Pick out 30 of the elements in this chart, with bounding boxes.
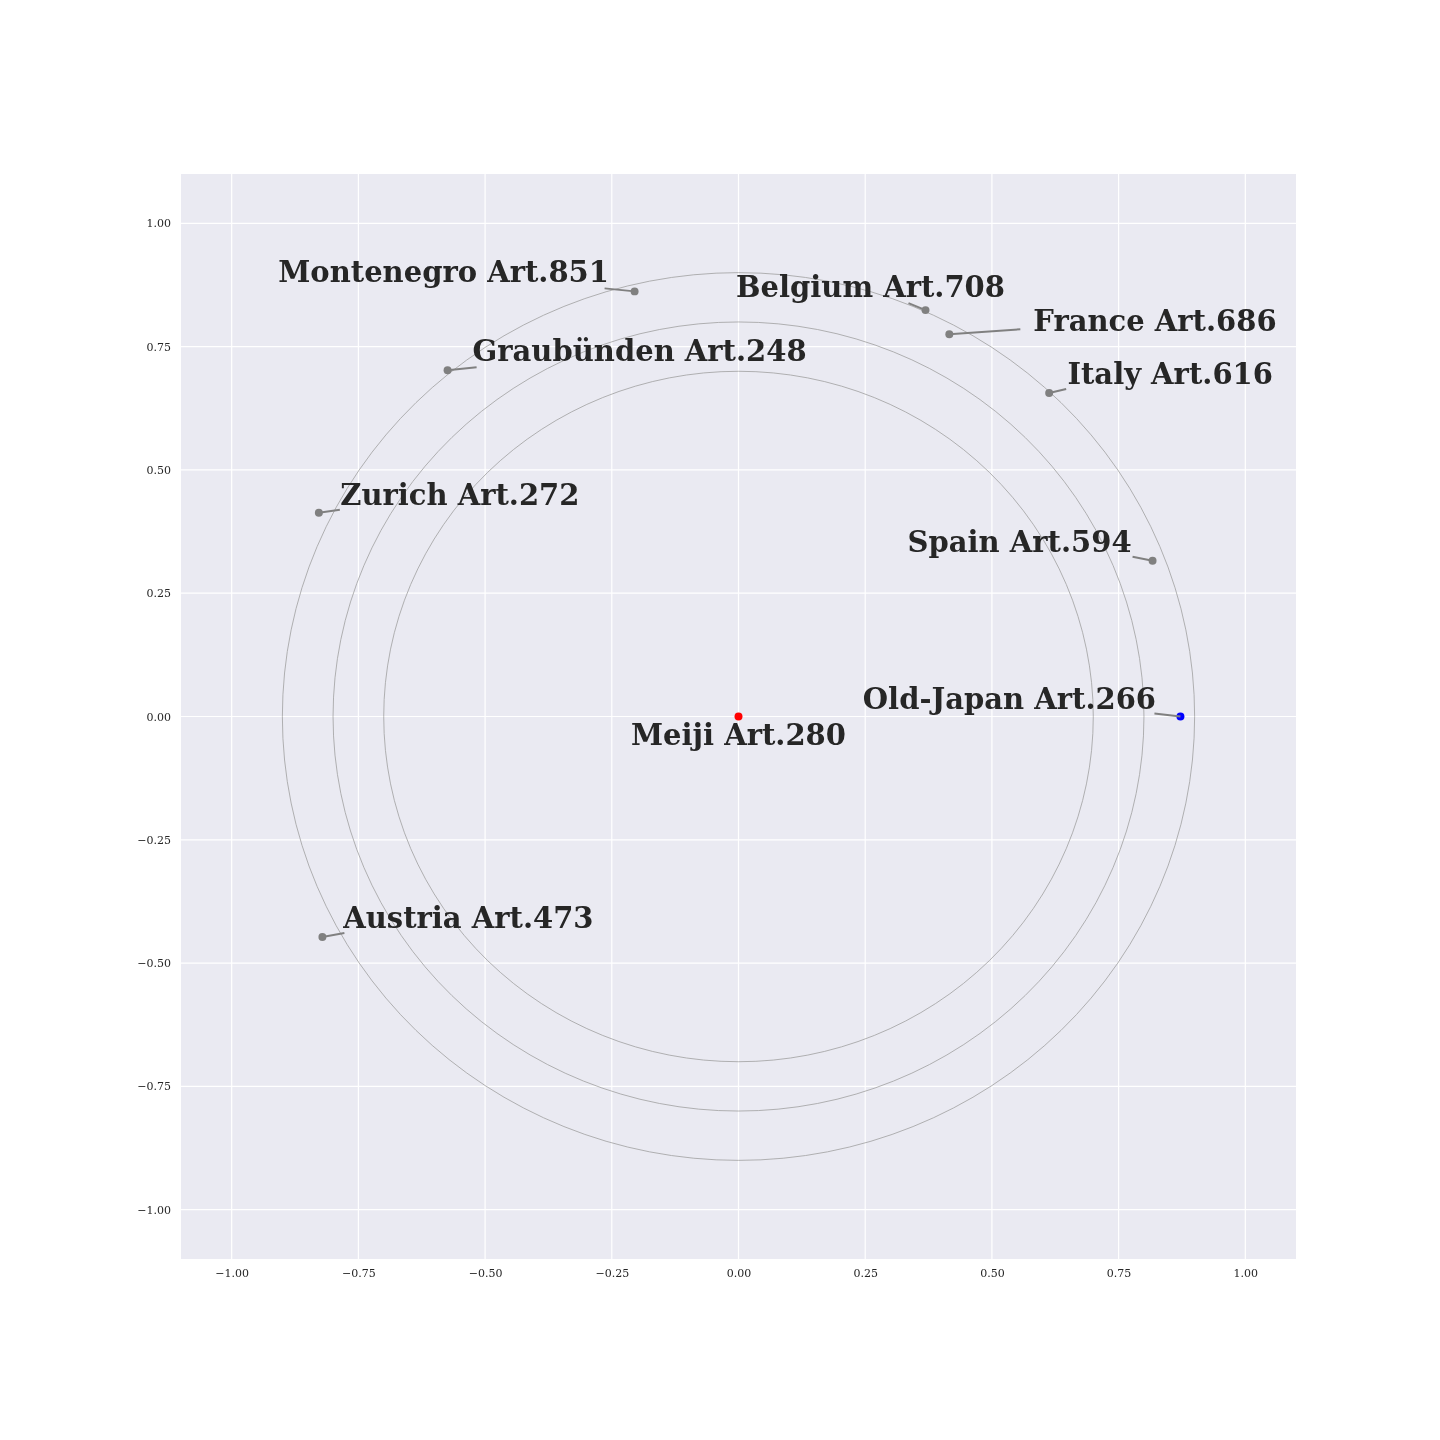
annotation: Montenegro Art.851 <box>278 255 609 290</box>
annotation: France Art.686 <box>1033 304 1277 339</box>
x-tick-label: 0.00 <box>726 1266 752 1280</box>
y-tick-label: 0.00 <box>146 710 171 724</box>
y-tick-label: −1.00 <box>137 1203 171 1217</box>
annotation: Belgium Art.708 <box>736 270 1005 305</box>
x-tick-label: −0.25 <box>595 1266 630 1280</box>
annotation: Graubünden Art.248 <box>472 334 807 369</box>
x-tick-label: 1.00 <box>1233 1266 1259 1280</box>
annotation: Meiji Art.280 <box>631 717 846 752</box>
annotation: Zurich Art.272 <box>340 477 580 512</box>
annotation: Spain Art.594 <box>907 524 1132 559</box>
x-tick-label: −1.00 <box>215 1266 250 1280</box>
y-tick-label: 0.75 <box>146 340 171 354</box>
annotation: Italy Art.616 <box>1067 356 1273 391</box>
y-tick-label: 1.00 <box>146 217 171 231</box>
y-tick-label: 0.25 <box>146 587 171 601</box>
annotation: Old-Japan Art.266 <box>862 681 1157 716</box>
point <box>318 932 327 941</box>
x-tick-label: −0.50 <box>468 1266 503 1280</box>
y-tick-label: 0.50 <box>146 463 171 477</box>
y-tick-label: −0.25 <box>137 833 171 847</box>
x-tick-label: 0.25 <box>853 1266 878 1280</box>
y-tick-label: −0.75 <box>137 1080 171 1094</box>
x-tick-label: −0.75 <box>342 1266 376 1280</box>
y-tick-label: −0.50 <box>137 957 171 971</box>
x-tick-label: 0.75 <box>1106 1266 1132 1280</box>
point <box>314 508 323 517</box>
x-tick-label: 0.50 <box>980 1266 1005 1280</box>
annotation: Austria Art.473 <box>342 900 594 935</box>
